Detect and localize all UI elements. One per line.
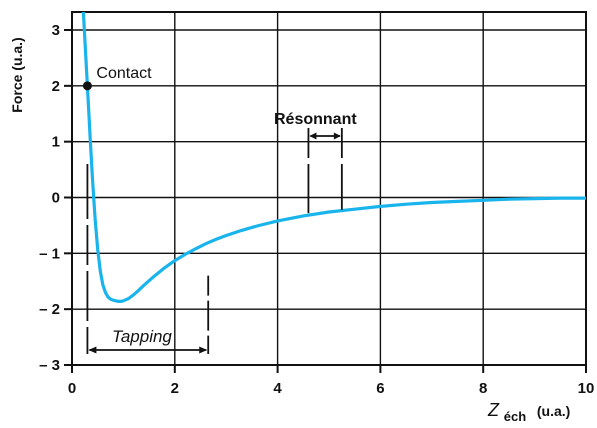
x-tick-label: 2 — [171, 380, 179, 397]
x-tick-label: 8 — [479, 380, 487, 397]
tapping-bracket — [86, 164, 210, 354]
contact-point — [82, 81, 92, 91]
y-tick-label: 3 — [52, 22, 60, 39]
resonnant-label: Résonnant — [274, 111, 357, 128]
series — [81, 12, 586, 303]
plot-frame — [71, 11, 587, 366]
resonnant-bracket — [307, 128, 343, 214]
tapping-arrowhead-right — [199, 346, 208, 354]
x-tick-label: 0 — [68, 380, 76, 397]
x-axis-label-main: Z — [487, 400, 500, 420]
x-axis-label-unit: (u.a.) — [537, 403, 570, 419]
annotations: Contact Résonnant Tapping — [82, 65, 357, 354]
x-tick-label: 6 — [376, 380, 384, 397]
x-tick-label: 10 — [578, 380, 595, 397]
force-curve — [81, 12, 586, 303]
y-tick-label: – 2 — [39, 301, 60, 318]
y-tick-label: 1 — [52, 134, 60, 151]
y-tick-label: 2 — [52, 78, 60, 95]
grid — [72, 12, 586, 365]
y-tick-label: – 3 — [39, 357, 60, 374]
tapping-label: Tapping — [112, 327, 172, 346]
tapping-arrowhead-left — [88, 346, 97, 354]
resonnant-arrowhead-right — [333, 132, 341, 140]
contact-label: Contact — [96, 65, 152, 82]
resonnant-arrowhead-left — [309, 132, 317, 140]
y-axis-label: Force (u.a.) — [9, 37, 25, 112]
x-tick-label: 4 — [273, 380, 282, 397]
axes — [71, 11, 587, 366]
x-axis-label: Z éch (u.a.) — [487, 400, 570, 425]
y-tick-label: 0 — [52, 190, 60, 207]
y-tick-label: – 1 — [39, 245, 60, 262]
x-axis-label-sub: éch — [504, 409, 526, 424]
